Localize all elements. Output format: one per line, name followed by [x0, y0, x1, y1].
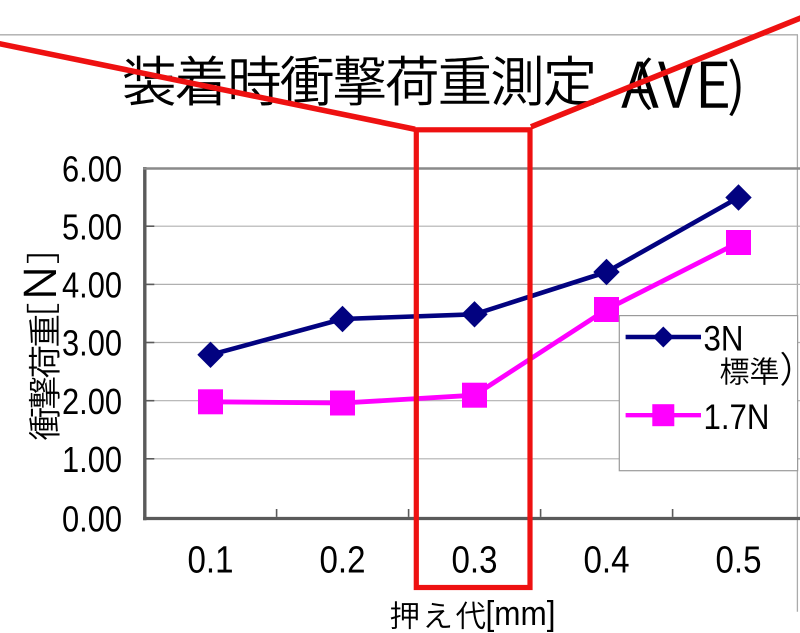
svg-text:0.1: 0.1	[188, 539, 234, 581]
svg-text:3N: 3N	[704, 320, 744, 359]
svg-text:0.4: 0.4	[584, 539, 630, 581]
svg-text:[mm]: [mm]	[486, 595, 556, 633]
svg-text:5.00: 5.00	[62, 206, 122, 247]
svg-text:6.00: 6.00	[62, 149, 122, 190]
svg-text:0.2: 0.2	[320, 539, 366, 581]
svg-text:3.00: 3.00	[62, 323, 122, 364]
svg-text:1.7N: 1.7N	[704, 398, 770, 437]
svg-text:0.3: 0.3	[452, 539, 498, 581]
svg-text:0.5: 0.5	[716, 539, 762, 581]
svg-text:1.00: 1.00	[62, 439, 122, 480]
svg-text:4.00: 4.00	[62, 265, 122, 306]
svg-text:0.00: 0.00	[62, 499, 122, 540]
svg-text:2.00: 2.00	[62, 381, 122, 422]
